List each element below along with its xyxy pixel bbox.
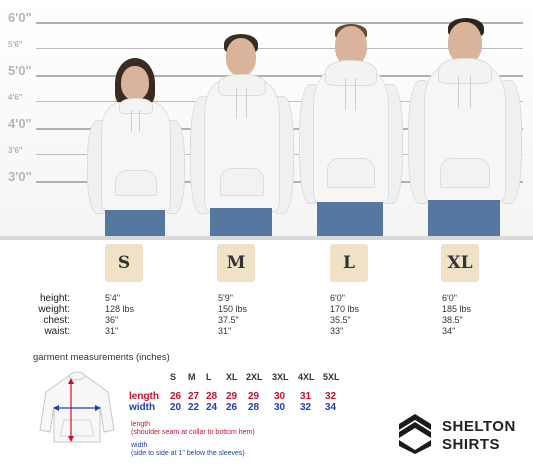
height-line-5ft xyxy=(36,75,523,77)
stat-m-weight: 150 lbs xyxy=(218,304,248,314)
label-chest: chest: xyxy=(43,315,70,326)
height-label-5ft: 5'0" xyxy=(8,63,32,78)
stat-s-weight: 128 lbs xyxy=(105,304,135,314)
height-label-3ft6: 3'6" xyxy=(8,146,23,155)
height-chart: 6'0" 5'6" 5'0" 4'6" 4'0" 3'6" 3'0" xyxy=(0,0,533,240)
garment-size-l: L xyxy=(206,372,212,382)
stat-m-height: 5'9" xyxy=(218,293,233,303)
label-weight: weight: xyxy=(38,304,70,315)
garment-title: garment measurements (inches) xyxy=(33,352,170,363)
label-height: height: xyxy=(39,293,70,304)
length-value: 27 xyxy=(188,391,200,402)
width-value: 26 xyxy=(226,402,238,413)
length-value: 30 xyxy=(274,391,286,402)
brand-line1: SHELTON xyxy=(442,418,516,435)
stat-s-chest: 36" xyxy=(105,315,119,325)
width-value: 28 xyxy=(248,402,260,413)
stat-l-height: 6'0" xyxy=(330,293,345,303)
stat-m-waist: 31" xyxy=(218,326,232,336)
height-line-6ft xyxy=(36,22,523,24)
width-value: 30 xyxy=(274,402,286,413)
width-note-title: width xyxy=(131,442,148,449)
stat-m-chest: 37.5" xyxy=(218,315,239,325)
stat-xl-weight: 185 lbs xyxy=(442,304,472,314)
length-value: 32 xyxy=(325,391,337,402)
length-value: 28 xyxy=(206,391,218,402)
floor-line xyxy=(0,236,533,240)
garment-size-s: S xyxy=(170,372,177,382)
width-value: 32 xyxy=(300,402,312,413)
garment-size-2xl: 2XL xyxy=(246,372,263,382)
height-label-6ft: 6'0" xyxy=(8,10,32,25)
length-value: 29 xyxy=(226,391,238,402)
stat-xl-waist: 34" xyxy=(442,326,456,336)
width-value: 20 xyxy=(170,402,182,413)
stat-s-height: 5'4" xyxy=(105,293,120,303)
length-label: length xyxy=(129,391,159,402)
width-value: 34 xyxy=(325,402,337,413)
width-note: (side to side at 1" below the sleeves) xyxy=(131,450,245,457)
width-value: 24 xyxy=(206,402,218,413)
garment-size-5xl: 5XL xyxy=(323,372,340,382)
height-label-4ft: 4'0" xyxy=(8,116,32,131)
garment-size-4xl: 4XL xyxy=(298,372,315,382)
size-badge-s: S xyxy=(105,244,143,282)
model-l xyxy=(297,22,403,240)
stat-l-waist: 33" xyxy=(330,326,344,336)
garment-size-m: M xyxy=(188,372,196,382)
height-label-5ft6: 5'6" xyxy=(8,40,23,49)
length-value: 26 xyxy=(170,391,182,402)
shelton-logo-icon xyxy=(395,410,435,454)
stat-l-chest: 35.5" xyxy=(330,315,351,325)
size-badge-xl: XL xyxy=(441,244,479,282)
stat-s-waist: 31" xyxy=(105,326,119,336)
stat-xl-height: 6'0" xyxy=(442,293,457,303)
width-value: 22 xyxy=(188,402,200,413)
model-m xyxy=(188,32,294,240)
length-note-title: length xyxy=(131,421,151,428)
brand-line2: SHIRTS xyxy=(442,436,501,453)
length-note: (shoulder seam at collar to bottom hem) xyxy=(131,429,255,436)
model-s xyxy=(85,58,185,240)
hoodie-measure-diagram xyxy=(38,370,116,446)
model-xl xyxy=(406,18,522,240)
label-waist: waist: xyxy=(44,326,70,337)
size-badge-l: L xyxy=(330,244,368,282)
length-value: 29 xyxy=(248,391,260,402)
height-label-4ft6: 4'6" xyxy=(8,93,23,102)
height-line-5ft6 xyxy=(36,48,523,49)
garment-size-xl: XL xyxy=(226,372,238,382)
stat-l-weight: 170 lbs xyxy=(330,304,360,314)
size-badge-m: M xyxy=(217,244,255,282)
length-value: 31 xyxy=(300,391,312,402)
stat-xl-chest: 38.5" xyxy=(442,315,463,325)
garment-size-3xl: 3XL xyxy=(272,372,289,382)
width-label: width xyxy=(129,402,156,413)
height-label-3ft: 3'0" xyxy=(8,169,32,184)
